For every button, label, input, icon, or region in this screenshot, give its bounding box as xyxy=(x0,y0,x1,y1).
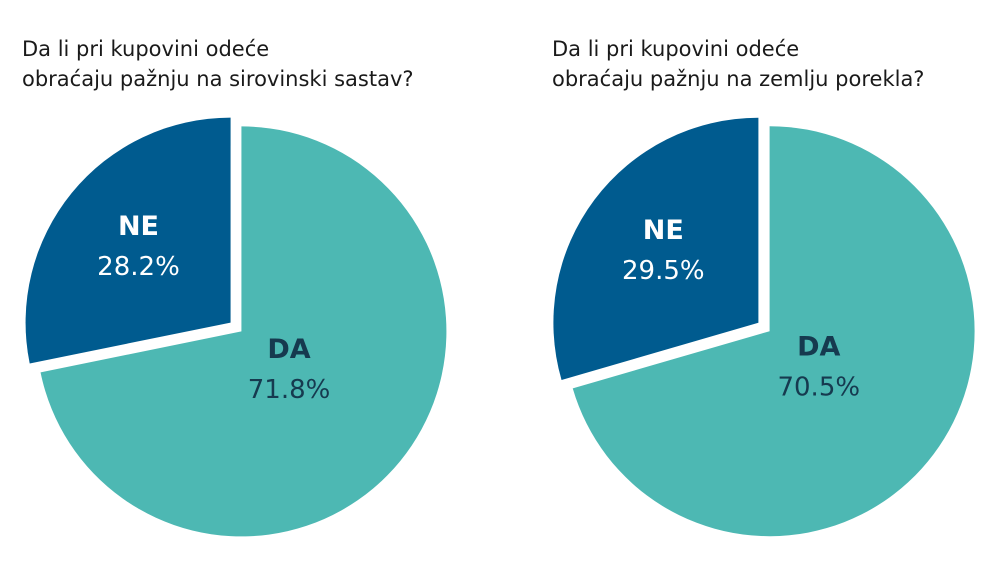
slice-category: NE xyxy=(118,211,159,242)
slice-category: NE xyxy=(643,215,684,246)
chart-title: Da li pri kupovini odeće xyxy=(552,37,799,61)
chart-title: obraćaju pažnju na zemlju porekla? xyxy=(552,67,924,91)
chart-title: obraćaju pažnju na sirovinski sastav? xyxy=(22,67,414,91)
slice-value-label: 28.2% xyxy=(97,252,180,282)
slice-category: DA xyxy=(267,334,310,365)
slice-value-label: 70.5% xyxy=(777,373,860,403)
slice-value-label: 29.5% xyxy=(622,256,705,286)
chart-title: Da li pri kupovini odeće xyxy=(22,37,269,61)
pie-slice xyxy=(572,126,975,537)
pie-slice xyxy=(25,117,231,364)
slice-category: DA xyxy=(797,332,840,363)
pie-slice xyxy=(40,126,447,537)
pie-slice xyxy=(553,117,759,380)
slice-value-label: 71.8% xyxy=(248,375,331,405)
